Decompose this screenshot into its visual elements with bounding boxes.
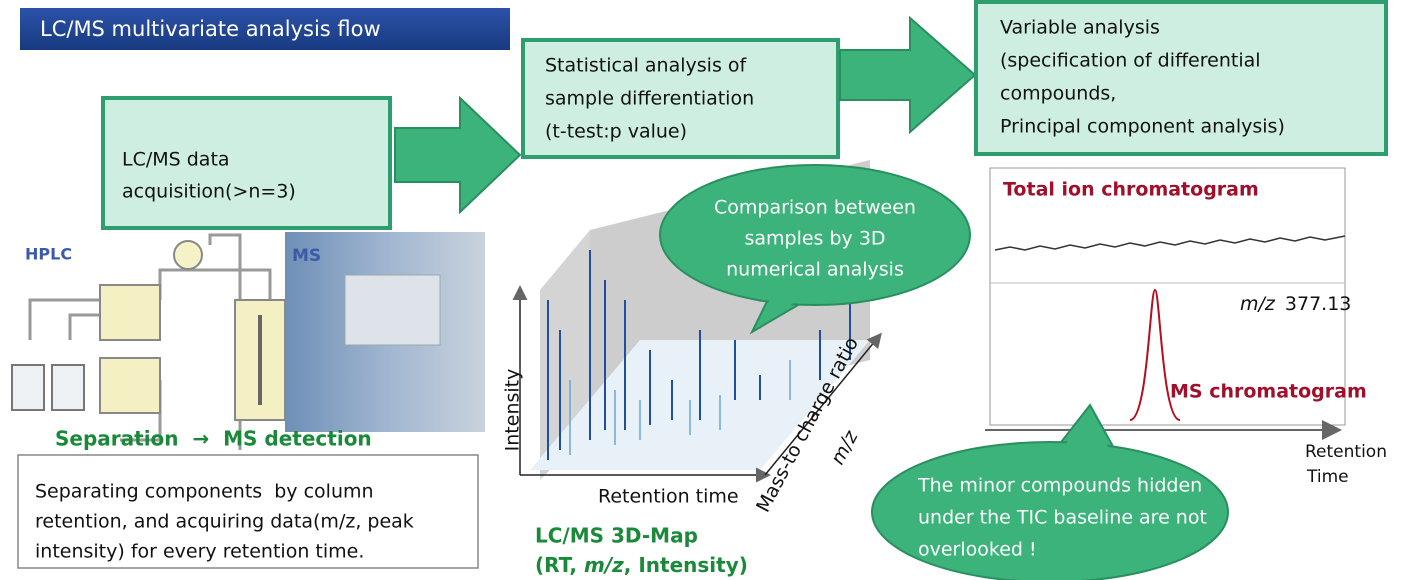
bubble (871, 441, 1229, 580)
hplc-tubing (28, 233, 272, 450)
tic-label: Total ion chromatogram (1003, 179, 1259, 201)
tic-trace (994, 235, 1346, 251)
bubble-text: numerical analysis (726, 259, 904, 281)
chromatogram-panel (989, 167, 1346, 426)
step-text: LC/MS data (122, 149, 230, 171)
ms-label: MS chromatogram (1170, 381, 1367, 403)
map-x-axis: Retention time (598, 486, 739, 508)
map-z-unit: m/z (827, 426, 863, 468)
bubble (659, 164, 971, 306)
map-caption: LC/MS 3D-Map (535, 524, 698, 548)
step-text: compounds, (1000, 83, 1116, 105)
description-text: intensity) for every retention time. (35, 541, 364, 563)
caption-part: , Intensity) (624, 553, 748, 577)
bubble-text: under the TIC baseline are not (918, 507, 1207, 529)
step-text: (t-test:p value) (545, 121, 687, 143)
step-box (521, 38, 840, 159)
caption-part: m/z (584, 553, 624, 577)
bubble-tail-fill (1058, 410, 1112, 455)
rt-label: Time (1306, 467, 1349, 487)
step-text: acquisition(>n=3) (122, 181, 296, 203)
step-text: Principal component analysis) (1000, 116, 1285, 138)
flow-arrow (839, 15, 977, 135)
mz-label: m/z (1240, 293, 1276, 315)
description-box (17, 454, 479, 569)
ms-detail (344, 274, 441, 346)
ms-label: MS (292, 246, 321, 266)
ms-peak (1129, 288, 1181, 421)
description-text: retention, and acquiring data(m/z, peak (35, 511, 414, 533)
pump (99, 284, 161, 341)
flow-arrow (394, 95, 522, 215)
caption-part: (RT, (535, 553, 584, 577)
title: LC/MS multivariate analysis flow (40, 17, 381, 41)
bubble-text: samples by 3D (744, 228, 885, 250)
description-text: Separating components by column (35, 481, 374, 503)
step-box (101, 96, 392, 230)
mz-value: 377.13 (1285, 293, 1351, 315)
map-caption: (RT, m/z, Intensity) (535, 553, 748, 577)
step-box (974, 0, 1388, 156)
map-peaks (547, 250, 851, 460)
step-text: sample differentiation (545, 88, 754, 110)
valve (173, 240, 203, 270)
pump (99, 357, 161, 414)
map-axes (512, 285, 882, 483)
title-bar (20, 8, 510, 50)
separation-label: Separation → MS detection (55, 427, 372, 451)
bubble-tail-fill (757, 283, 812, 325)
bubble-text: Comparison between (714, 197, 916, 219)
hplc-label: HPLC (25, 245, 72, 264)
bottle (11, 364, 85, 411)
step-text: Statistical analysis of (545, 55, 748, 77)
map-peaks (569, 360, 791, 455)
map-y-axis: Intensity (502, 369, 524, 452)
step-text: Variable analysis (1000, 17, 1160, 39)
mz-annotation: m/z 377.13 (1240, 293, 1351, 315)
rt-label: Retention (1305, 442, 1387, 462)
bubble-text: overlooked ! (918, 539, 1037, 561)
bubble-text: The minor compounds hidden (917, 475, 1202, 497)
step-text: (specification of differential (1000, 50, 1261, 72)
